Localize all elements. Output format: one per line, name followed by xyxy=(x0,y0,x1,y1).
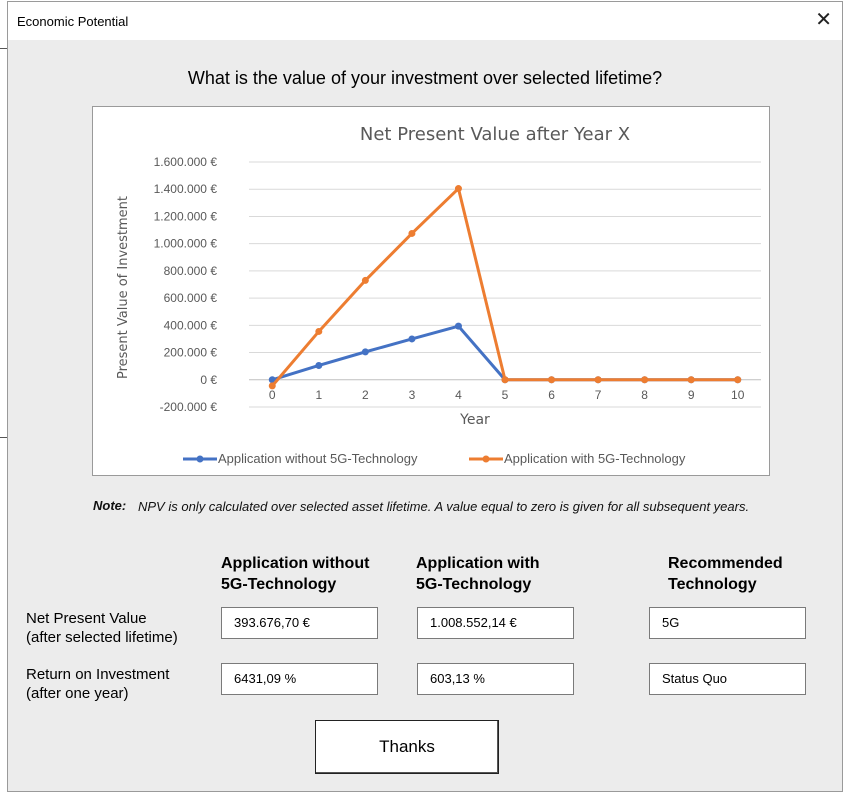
legend-label: Application with 5G-Technology xyxy=(504,451,686,466)
y-tick-label: 600.000 € xyxy=(164,291,218,305)
note-text: NPV is only calculated over selected ass… xyxy=(138,499,750,514)
x-tick-label: 3 xyxy=(409,388,416,402)
data-point xyxy=(268,376,276,384)
x-tick-label: 6 xyxy=(548,388,555,402)
roi-recommended-field[interactable]: Status Quo xyxy=(649,663,806,695)
x-tick-label: 9 xyxy=(688,388,695,402)
y-tick-label: 800.000 € xyxy=(164,264,218,278)
data-point xyxy=(501,376,509,384)
data-point xyxy=(687,376,695,384)
legend-marker xyxy=(196,455,204,463)
chart-title: Net Present Value after Year X xyxy=(360,124,630,145)
x-tick-label: 8 xyxy=(641,388,648,402)
series-line xyxy=(271,187,738,387)
col-header-rec-line2: Technology xyxy=(668,576,757,593)
x-tick-label: 7 xyxy=(595,388,602,402)
chart-svg: Net Present Value after Year X -200.000 €… xyxy=(116,124,761,466)
title-bar: Economic Potential ✕ xyxy=(8,2,842,40)
roi-with-field[interactable]: 603,13 % xyxy=(417,663,574,695)
x-tick-label: 10 xyxy=(731,388,745,402)
y-tick-label: 1.600.000 € xyxy=(154,155,218,169)
row-label-roi-line2: (after one year) xyxy=(26,685,129,702)
x-axis-title: Year xyxy=(459,412,490,428)
data-point xyxy=(734,376,742,384)
data-point xyxy=(454,322,462,330)
col-header-recommended: Recommended Technology xyxy=(668,553,783,595)
y-tick-label: 400.000 € xyxy=(164,318,218,332)
y-tick-label: 200.000 € xyxy=(164,346,218,360)
row-label-npv-line1: Net Present Value xyxy=(26,610,147,627)
data-point xyxy=(641,376,649,384)
col-header-with-line1: Application with xyxy=(416,555,540,572)
data-point xyxy=(594,376,602,384)
data-point xyxy=(548,376,556,384)
x-tick-label: 0 xyxy=(269,388,276,402)
y-tick-label: 0 € xyxy=(200,373,217,387)
data-point xyxy=(408,229,416,237)
background-line xyxy=(0,48,7,49)
row-label-roi: Return on Investment (after one year) xyxy=(26,665,169,703)
note: Note: NPV is only calculated over select… xyxy=(93,498,749,514)
note-label: Note: xyxy=(93,498,127,513)
y-tick-label: 1.400.000 € xyxy=(154,182,218,196)
data-point xyxy=(361,276,369,284)
row-label-npv-line2: (after selected lifetime) xyxy=(26,629,178,646)
col-header-with-line2: 5G-Technology xyxy=(416,576,532,593)
row-label-roi-line1: Return on Investment xyxy=(26,666,170,683)
x-tick-label: 1 xyxy=(315,388,322,402)
npv-with-field[interactable]: 1.008.552,14 € xyxy=(417,607,574,639)
data-point xyxy=(454,185,462,193)
col-header-without-line1: Application without xyxy=(221,555,370,572)
data-point xyxy=(315,327,323,335)
data-point xyxy=(268,382,276,390)
x-tick-label: 5 xyxy=(502,388,509,402)
npv-recommended-field[interactable]: 5G xyxy=(649,607,806,639)
window-title: Economic Potential xyxy=(17,14,129,29)
data-point xyxy=(315,361,323,369)
x-tick-label: 4 xyxy=(455,388,462,402)
y-tick-label: 1.200.000 € xyxy=(154,209,218,223)
y-axis-title: Present Value of Investment xyxy=(116,196,131,379)
background-line xyxy=(0,437,7,438)
npv-without-field[interactable]: 393.676,70 € xyxy=(221,607,378,639)
dialog-window: Economic Potential ✕ What is the value o… xyxy=(7,1,843,792)
roi-without-field[interactable]: 6431,09 % xyxy=(221,663,378,695)
data-point xyxy=(361,348,369,356)
y-tick-label: 1.000.000 € xyxy=(154,237,218,251)
npv-chart: Net Present Value after Year X -200.000 €… xyxy=(92,106,770,476)
col-header-without-line2: 5G-Technology xyxy=(221,576,337,593)
y-tick-label: -200.000 € xyxy=(160,400,218,414)
col-header-rec-line1: Recommended xyxy=(668,555,783,572)
question-heading: What is the value of your investment ove… xyxy=(187,68,663,88)
row-label-npv: Net Present Value (after selected lifeti… xyxy=(26,609,178,647)
legend-label: Application without 5G-Technology xyxy=(218,451,418,466)
data-point xyxy=(408,335,416,343)
legend-marker xyxy=(482,455,490,463)
x-tick-label: 2 xyxy=(362,388,369,402)
thanks-button[interactable]: Thanks xyxy=(315,720,499,774)
col-header-without: Application without 5G-Technology xyxy=(221,553,369,595)
col-header-with: Application with 5G-Technology xyxy=(416,553,540,595)
close-icon[interactable]: ✕ xyxy=(815,9,832,31)
